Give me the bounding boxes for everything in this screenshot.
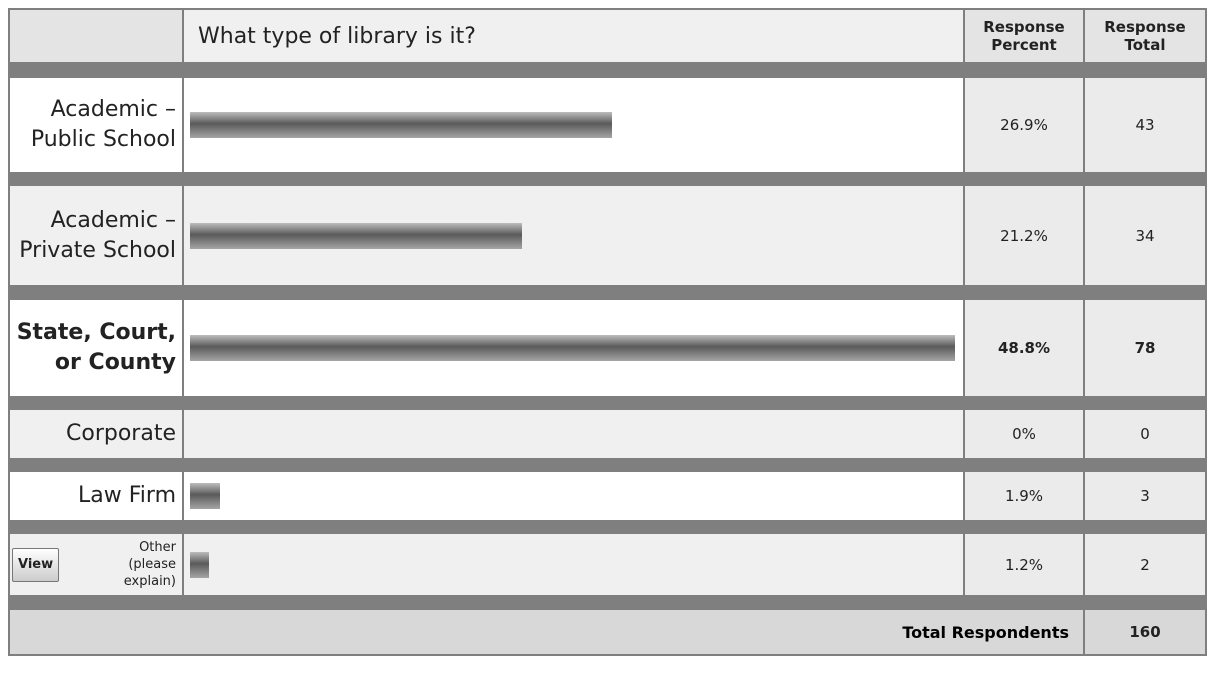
percent: 48.8% bbox=[965, 300, 1083, 396]
header-blank bbox=[10, 10, 182, 62]
bar bbox=[190, 483, 220, 509]
label-text: Academic – Private School bbox=[19, 207, 176, 263]
bar-cell bbox=[184, 186, 963, 285]
bar-cell bbox=[184, 534, 963, 595]
label-text: Academic – Public School bbox=[30, 97, 176, 152]
question: What type of library is it? bbox=[184, 10, 963, 62]
bar-cell bbox=[184, 472, 963, 520]
bar bbox=[190, 551, 209, 578]
percent-heading: Response Percent bbox=[965, 10, 1083, 62]
total: 43 bbox=[1085, 78, 1205, 172]
percent: 0% bbox=[965, 410, 1083, 458]
bar bbox=[190, 112, 612, 138]
percent: 1.2% bbox=[965, 534, 1083, 595]
total: 78 bbox=[1085, 300, 1205, 396]
footer-total: 160 bbox=[1085, 610, 1205, 654]
row-label: Academic – Public School bbox=[10, 78, 182, 172]
label-text: Other (please explain) bbox=[123, 540, 176, 589]
total: 34 bbox=[1085, 186, 1205, 285]
percent: 21.2% bbox=[965, 186, 1083, 285]
bar bbox=[190, 222, 523, 249]
bar-cell bbox=[184, 410, 963, 458]
row-label: Law Firm bbox=[10, 472, 182, 520]
view-button[interactable]: View bbox=[12, 547, 60, 582]
row-label: State, Court, or County bbox=[10, 300, 182, 396]
percent: 26.9% bbox=[965, 78, 1083, 172]
total: 3 bbox=[1085, 472, 1205, 520]
label-text: Law Firm bbox=[78, 483, 176, 508]
row-label: Academic – Private School bbox=[10, 186, 182, 285]
row-label: Corporate bbox=[10, 410, 182, 458]
bar-cell bbox=[184, 300, 963, 396]
footer-label: Total Respondents bbox=[10, 610, 1083, 654]
total: 2 bbox=[1085, 534, 1205, 595]
bar-cell bbox=[184, 78, 963, 172]
label-text: Corporate bbox=[66, 421, 176, 446]
row-label: View Other (please explain) bbox=[10, 534, 182, 595]
percent: 1.9% bbox=[965, 472, 1083, 520]
results-table: What type of library is it? Response Perc… bbox=[8, 8, 1207, 656]
bar bbox=[190, 335, 955, 361]
label-text: State, Court, or County bbox=[16, 320, 176, 375]
total: 0 bbox=[1085, 410, 1205, 458]
total-heading: Response Total bbox=[1085, 10, 1205, 62]
